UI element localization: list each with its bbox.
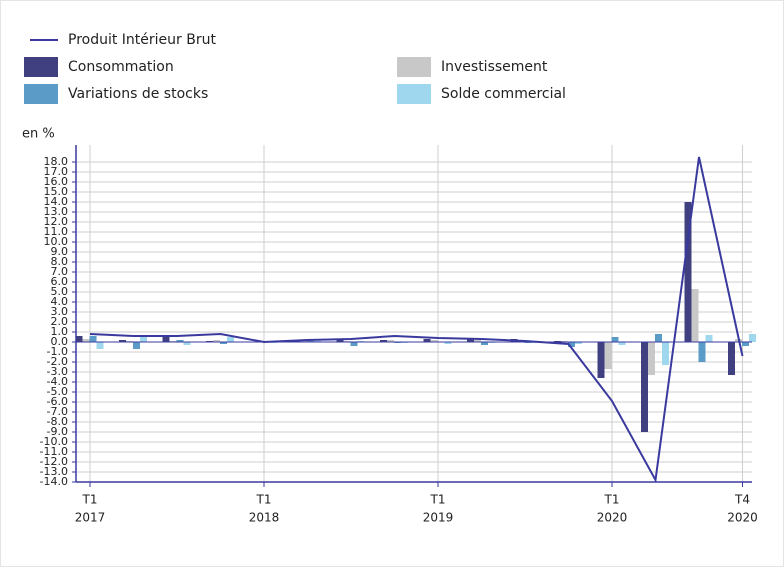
legend-label: Solde commercial [441,86,566,102]
bar [140,335,147,342]
bar [467,338,474,342]
y-tick-label: -8.0 [47,415,68,428]
y-tick-label: 5.0 [51,285,69,298]
bar [749,334,756,342]
y-tick-label: 18.0 [44,155,69,168]
bar [220,342,227,344]
y-tick-label: 1.0 [51,325,69,338]
y-tick-label: 17.0 [44,165,69,178]
bar [662,342,669,365]
legend-label: Variations de stocks [68,86,208,102]
x-tick-label: 2019 [423,511,454,525]
bar [213,340,220,342]
x-tick-label: 2020 [597,511,628,525]
y-tick-label: -2.0 [47,355,68,368]
bar [474,340,481,342]
y-tick-label: 10.0 [44,235,69,248]
bar [82,339,90,342]
y-tick-label: -3.0 [47,365,68,378]
legend-label: Investissement [441,59,548,75]
bar [444,342,452,344]
y-tick-label: 3.0 [51,305,69,318]
y-tick-label: 4.0 [51,295,69,308]
y-tick-label: 15.0 [44,185,69,198]
bar [350,342,358,346]
bar [119,340,126,342]
bar [575,342,582,344]
y-tick-label: 16.0 [44,175,69,188]
bar [133,342,140,349]
bar [618,342,626,345]
bar [336,340,344,342]
y-tick-label: 12.0 [44,215,69,228]
y-tick-label: 6.0 [51,275,69,288]
x-tick-label: T1 [256,493,272,507]
legend-marker [397,84,431,104]
bar [728,342,735,375]
bar [604,342,612,369]
bar [75,336,83,342]
x-tick-label: 2018 [249,511,280,525]
bar [691,289,699,342]
y-tick-label: -10.0 [40,435,68,448]
y-tick-label: 13.0 [44,205,69,218]
bar [96,342,104,349]
bar [227,337,234,342]
legend-marker [24,57,58,77]
x-tick-label: T4 [734,493,750,507]
line [89,156,744,484]
bar [698,342,706,362]
y-tick-label: 0.0 [51,335,69,348]
bar [183,342,191,345]
x-tick-label: T1 [82,493,98,507]
y-tick-label: -6.0 [47,395,68,408]
bar [423,339,431,342]
bar [176,340,184,342]
y-tick-label: 7.0 [51,265,69,278]
y-tick-label: 8.0 [51,255,69,268]
y-tick-label: -7.0 [47,405,68,418]
bar [648,342,655,375]
y-tick-label: -1.0 [47,345,68,358]
bar [89,336,97,342]
y-tick-label: 11.0 [44,225,69,238]
legend-label: Produit Intérieur Brut [68,32,216,48]
bar [641,342,648,432]
bar [568,342,575,347]
y-tick-label: -5.0 [47,385,68,398]
y-tick-label: 14.0 [44,195,69,208]
y-tick-label: -13.0 [40,465,68,478]
y-axis-label: en % [22,127,55,142]
x-tick-label: 2017 [75,511,106,525]
bar [481,342,488,345]
y-tick-label: -4.0 [47,375,68,388]
legend-label: Consommation [68,59,174,75]
y-tick-label: -9.0 [47,425,68,438]
bar [655,334,662,342]
bar [684,202,692,342]
y-tick-label: 9.0 [51,245,69,258]
bar [742,342,749,346]
legend-marker [397,57,431,77]
y-tick-label: -11.0 [40,445,68,458]
legend-marker [24,84,58,104]
bar [387,340,394,342]
y-tick-label: -12.0 [40,455,68,468]
bar [611,337,619,342]
bar [162,337,170,342]
x-tick-label: T1 [430,493,446,507]
bar [597,342,605,378]
bar [430,340,438,342]
y-tick-label: 2.0 [51,315,69,328]
x-tick-label: 2020 [727,511,758,525]
bar [705,335,713,342]
y-tick-label: -14.0 [40,475,68,488]
bar [380,340,387,342]
x-tick-label: T1 [604,493,620,507]
